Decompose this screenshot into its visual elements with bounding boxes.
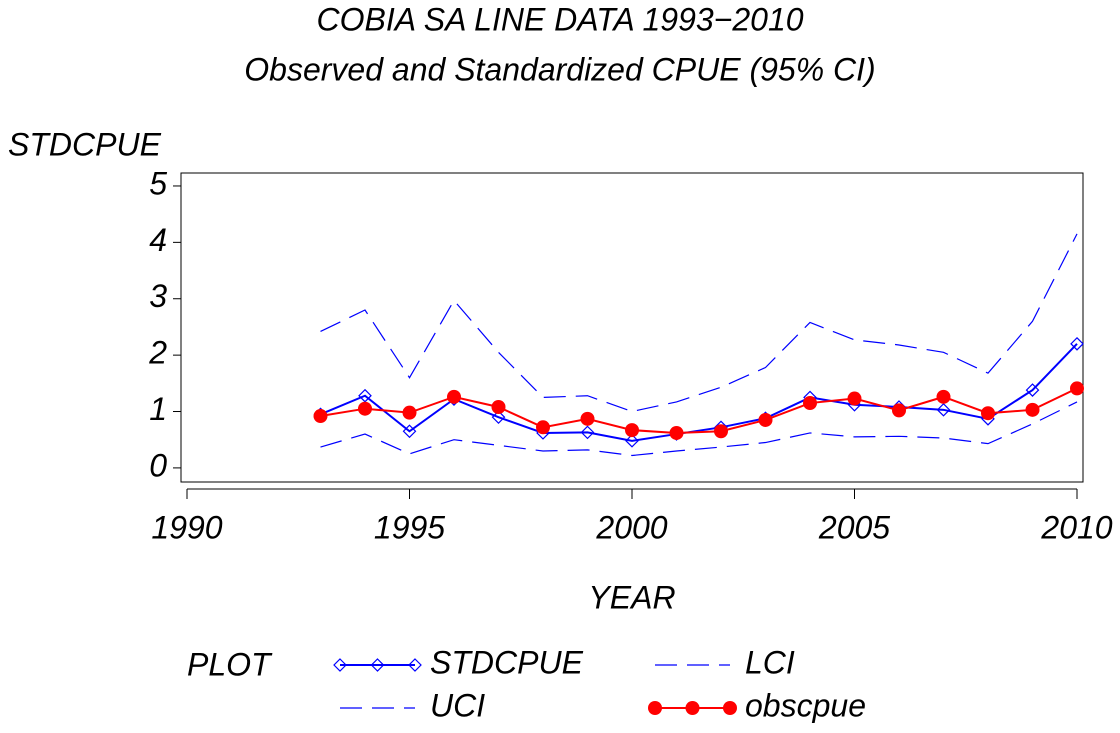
series-line — [320, 387, 1078, 434]
data-point — [491, 400, 506, 415]
data-point — [669, 425, 684, 440]
legend-label: UCI — [430, 687, 485, 723]
data-point — [1070, 337, 1084, 351]
legend-marker — [333, 658, 347, 672]
data-point — [447, 389, 461, 404]
data-point — [625, 423, 639, 438]
y-tick-label: 5 — [149, 165, 167, 201]
data-point — [625, 433, 639, 448]
plot-frame — [180, 172, 1084, 483]
series-line — [320, 233, 1078, 413]
data-point — [536, 420, 550, 435]
y-tick-label: 3 — [149, 278, 167, 314]
data-point — [936, 402, 951, 417]
legend-marker — [408, 658, 422, 672]
y-axis-label: STDCPUE — [8, 126, 162, 162]
data-point — [847, 391, 862, 406]
series-line — [320, 401, 1078, 457]
y-tick-label: 1 — [149, 391, 167, 427]
data-point — [981, 406, 995, 421]
data-point — [313, 409, 328, 424]
data-point — [580, 411, 595, 426]
data-point — [803, 396, 817, 411]
data-point — [402, 424, 417, 439]
x-axis-label: YEAR — [588, 579, 675, 615]
legend-label: LCI — [745, 644, 795, 680]
legend-marker — [370, 658, 385, 672]
x-tick-label: 1990 — [151, 509, 222, 545]
data-point — [936, 389, 951, 404]
x-tick-label: 2000 — [595, 509, 667, 545]
data-point — [1025, 383, 1040, 397]
data-point — [358, 401, 372, 416]
data-point — [491, 410, 506, 425]
chart-subtitle: Observed and Standardized CPUE (95% CI) — [244, 51, 875, 87]
y-tick-label: 0 — [149, 447, 167, 483]
legend-marker — [723, 701, 737, 715]
data-point — [580, 425, 595, 440]
y-tick-label: 4 — [149, 222, 167, 258]
legend-marker — [648, 701, 662, 715]
data-point — [892, 403, 906, 418]
data-point — [758, 412, 773, 427]
y-tick-label: 2 — [148, 335, 167, 371]
x-tick-label: 2010 — [1040, 509, 1112, 545]
legend-marker — [685, 701, 700, 715]
x-tick-label: 2005 — [818, 509, 890, 545]
data-point — [1025, 402, 1040, 417]
data-point — [402, 405, 417, 420]
legend-label: STDCPUE — [430, 644, 584, 680]
series-line — [320, 343, 1078, 442]
legend-title: PLOT — [187, 646, 273, 682]
chart-title: COBIA SA LINE DATA 1993−2010 — [316, 1, 803, 37]
x-tick-label: 1995 — [374, 509, 445, 545]
data-point — [1070, 381, 1084, 396]
legend-label: obscpue — [745, 687, 866, 723]
data-point — [714, 424, 728, 439]
